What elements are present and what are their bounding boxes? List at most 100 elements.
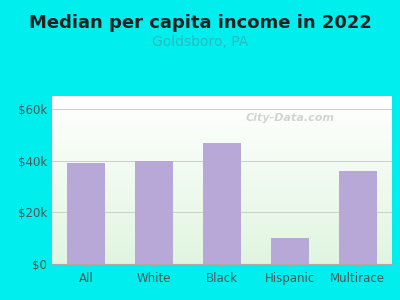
Bar bbox=[52, 160, 392, 161]
Bar bbox=[52, 146, 392, 148]
Bar bbox=[52, 133, 392, 135]
Bar bbox=[52, 200, 392, 202]
Bar bbox=[52, 126, 392, 128]
Bar bbox=[52, 178, 392, 180]
Bar bbox=[52, 254, 392, 256]
Bar bbox=[52, 242, 392, 244]
Bar bbox=[52, 232, 392, 234]
Bar bbox=[52, 165, 392, 166]
Bar bbox=[52, 234, 392, 236]
Text: Median per capita income in 2022: Median per capita income in 2022 bbox=[28, 14, 372, 32]
Bar bbox=[52, 110, 392, 111]
Bar bbox=[68, 163, 105, 264]
Bar bbox=[52, 229, 392, 230]
Bar bbox=[52, 111, 392, 113]
Bar bbox=[52, 136, 392, 138]
Bar bbox=[52, 192, 392, 194]
Bar bbox=[52, 153, 392, 155]
Bar bbox=[52, 96, 392, 98]
Bar bbox=[52, 183, 392, 185]
Bar bbox=[52, 261, 392, 262]
Bar bbox=[52, 188, 392, 190]
Bar bbox=[52, 161, 392, 163]
Bar bbox=[52, 141, 392, 143]
Bar bbox=[52, 247, 392, 249]
Text: City-Data.com: City-Data.com bbox=[246, 113, 334, 123]
Bar bbox=[52, 121, 392, 123]
Bar bbox=[52, 237, 392, 239]
Bar bbox=[52, 172, 392, 173]
Bar bbox=[52, 190, 392, 192]
Bar bbox=[52, 128, 392, 130]
Bar bbox=[52, 116, 392, 118]
Bar bbox=[52, 140, 392, 141]
Bar bbox=[52, 185, 392, 187]
Bar bbox=[52, 135, 392, 136]
Bar bbox=[52, 103, 392, 104]
Bar bbox=[52, 241, 392, 242]
Bar bbox=[52, 220, 392, 222]
Bar bbox=[52, 262, 392, 264]
Bar bbox=[52, 155, 392, 157]
Bar bbox=[52, 210, 392, 212]
Bar bbox=[203, 142, 241, 264]
Bar bbox=[52, 244, 392, 245]
Bar bbox=[52, 124, 392, 126]
Bar bbox=[52, 208, 392, 210]
Bar bbox=[52, 158, 392, 160]
Bar bbox=[52, 113, 392, 115]
Bar bbox=[52, 203, 392, 205]
Bar bbox=[52, 219, 392, 220]
Bar bbox=[52, 168, 392, 170]
Bar bbox=[52, 167, 392, 168]
Bar bbox=[52, 195, 392, 197]
Text: Goldsboro, PA: Goldsboro, PA bbox=[152, 34, 248, 49]
Bar bbox=[52, 245, 392, 247]
Bar bbox=[52, 225, 392, 227]
Bar bbox=[339, 171, 376, 264]
Bar bbox=[52, 207, 392, 208]
Bar bbox=[52, 170, 392, 172]
Bar bbox=[52, 150, 392, 152]
Bar bbox=[52, 236, 392, 237]
Bar bbox=[52, 119, 392, 121]
Bar bbox=[52, 239, 392, 241]
Bar bbox=[52, 130, 392, 131]
Bar bbox=[135, 160, 173, 264]
Bar bbox=[52, 259, 392, 261]
Bar bbox=[52, 108, 392, 109]
Bar bbox=[52, 99, 392, 101]
Bar bbox=[52, 182, 392, 183]
Bar bbox=[52, 123, 392, 124]
Bar bbox=[52, 227, 392, 229]
Bar bbox=[52, 118, 392, 119]
Bar bbox=[52, 250, 392, 252]
Bar bbox=[52, 217, 392, 219]
Bar bbox=[52, 256, 392, 257]
Bar bbox=[52, 143, 392, 145]
Bar bbox=[52, 177, 392, 178]
Bar bbox=[52, 230, 392, 232]
Bar bbox=[271, 238, 309, 264]
Bar bbox=[52, 222, 392, 224]
Bar bbox=[52, 115, 392, 116]
Bar bbox=[52, 131, 392, 133]
Bar bbox=[52, 180, 392, 182]
Bar bbox=[52, 148, 392, 150]
Bar bbox=[52, 205, 392, 207]
Bar bbox=[52, 138, 392, 140]
Bar bbox=[52, 104, 392, 106]
Bar bbox=[52, 101, 392, 103]
Bar bbox=[52, 224, 392, 225]
Bar bbox=[52, 145, 392, 146]
Bar bbox=[52, 197, 392, 199]
Bar bbox=[52, 163, 392, 165]
Bar bbox=[52, 173, 392, 175]
Bar bbox=[52, 214, 392, 215]
Bar bbox=[52, 157, 392, 158]
Bar bbox=[52, 257, 392, 259]
Bar bbox=[52, 199, 392, 200]
Bar bbox=[52, 175, 392, 177]
Bar bbox=[52, 194, 392, 195]
Bar bbox=[52, 215, 392, 217]
